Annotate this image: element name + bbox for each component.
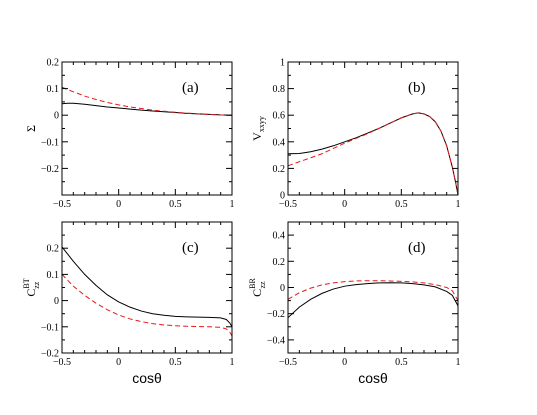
panel-b: −0.5 0 0.5 100.20.40.60.81(b)Vxxyy <box>250 58 461 211</box>
x-tick-label: −0.5 <box>279 199 297 210</box>
dashed-series-line <box>62 274 232 337</box>
x-tick-label: 0.5 <box>395 199 408 210</box>
y-tick-label: 0.2 <box>273 164 286 175</box>
y-tick-label: −0.2 <box>41 164 59 175</box>
y-axis-label: CBTzz <box>22 278 41 296</box>
y-tick-label: 0 <box>280 191 285 202</box>
y-axis-label-main: C <box>24 289 38 297</box>
plot-frame <box>61 61 233 196</box>
x-tick-label: −0.5 <box>53 357 71 368</box>
plot-frame <box>287 61 459 196</box>
y-tick-label: 0.1 <box>47 270 60 281</box>
y-tick-label: −0.2 <box>41 349 59 360</box>
solid-series-line <box>288 112 458 195</box>
y-axis-label-superscript: BT <box>22 278 31 288</box>
y-axis-label-subscript: xxyy <box>257 116 266 132</box>
dashed-series-line <box>288 280 458 301</box>
y-axis-label-main: C <box>250 289 264 297</box>
x-tick-label: 0.5 <box>169 357 182 368</box>
y-tick-label: 0.6 <box>273 111 286 122</box>
y-tick-label: 0.2 <box>47 244 60 255</box>
panel-label: (a) <box>182 80 199 96</box>
y-axis-label-subscript: zz <box>258 281 267 289</box>
panel-label: (d) <box>408 240 426 256</box>
x-axis-label: cosθ <box>358 370 388 386</box>
x-tick-label: 0 <box>342 199 347 210</box>
y-tick-label: 0 <box>54 296 59 307</box>
solid-series-line <box>62 246 232 328</box>
x-tick-label: 1 <box>456 357 461 368</box>
y-axis-label: Vxxyy <box>250 116 266 141</box>
y-axis-label-subscript: zz <box>32 281 41 289</box>
x-tick-label: 0.5 <box>169 199 182 210</box>
y-tick-label: −0.1 <box>41 137 59 148</box>
panel-c: −0.5 0 0.5 1 −0.2 −0.1 0 0.1 0.2 (c) CBTzz cosθ <box>22 221 235 386</box>
x-tick-label: −0.5 <box>53 199 71 210</box>
solid-series-line <box>62 102 232 116</box>
panel-d: −0.5 0 0.5 1 −0.4 −0.2 0 0.2 0.4 (d) CBRzz cosθ <box>248 221 461 386</box>
y-axis-label: CBRzz <box>248 277 267 296</box>
panel-label: (b) <box>408 80 426 96</box>
y-tick-label: −0.1 <box>41 322 59 333</box>
x-tick-label: 0.5 <box>395 357 408 368</box>
y-tick-label: 0.2 <box>273 257 286 268</box>
y-axis-label: Σ <box>24 125 38 132</box>
x-tick-label: 1 <box>230 199 235 210</box>
solid-series-line <box>288 282 458 318</box>
dashed-series-line <box>62 86 232 116</box>
y-tick-label: −0.4 <box>267 335 285 346</box>
y-tick-label: 0 <box>280 283 285 294</box>
x-tick-label: 1 <box>456 199 461 210</box>
y-tick-label: 0.4 <box>273 231 286 242</box>
x-tick-label: 0 <box>342 357 347 368</box>
y-axis-label-superscript: BR <box>248 277 257 288</box>
x-tick-label: 0 <box>116 357 121 368</box>
y-axis-label-main: Σ <box>24 125 38 132</box>
y-tick-label: 0.1 <box>47 84 60 95</box>
y-tick-label: 1 <box>280 58 285 69</box>
y-tick-label: 0.2 <box>47 58 60 69</box>
y-tick-label: −0.2 <box>267 309 285 320</box>
y-tick-label: 0.4 <box>273 137 286 148</box>
x-tick-label: 0 <box>116 199 121 210</box>
x-tick-label: 1 <box>230 357 235 368</box>
y-tick-label: 0 <box>54 111 59 122</box>
panel-label: (c) <box>182 240 199 256</box>
x-tick-label: −0.5 <box>279 357 297 368</box>
y-axis-label-main: V <box>250 132 264 141</box>
y-tick-label: 0.8 <box>273 84 286 95</box>
dashed-series-line <box>288 112 458 195</box>
plot-frame <box>61 221 233 354</box>
panel-a: −0.5 0 0.5 1 −0.2 −0.1 0 0.1 0.2 (a) Σ <box>24 58 235 211</box>
x-axis-label: cosθ <box>132 370 162 386</box>
